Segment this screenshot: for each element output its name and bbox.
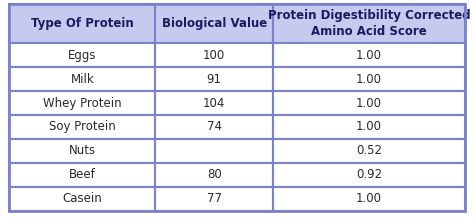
Text: 100: 100 [203, 49, 225, 62]
Bar [273, 163, 465, 187]
Bar [155, 91, 273, 115]
Text: 80: 80 [207, 168, 222, 181]
Text: 1.00: 1.00 [356, 120, 382, 134]
Text: Nuts: Nuts [69, 144, 96, 157]
Text: Milk: Milk [71, 73, 94, 86]
Text: 1.00: 1.00 [356, 49, 382, 62]
Bar [273, 43, 465, 67]
Bar [9, 163, 155, 187]
Bar [9, 67, 155, 91]
Text: 0.52: 0.52 [356, 144, 382, 157]
Text: 104: 104 [203, 97, 226, 110]
Text: Biological Value: Biological Value [162, 17, 267, 31]
Bar [273, 4, 465, 43]
Text: 77: 77 [207, 192, 222, 205]
Text: Beef: Beef [69, 168, 96, 181]
Bar [155, 115, 273, 139]
Text: Soy Protein: Soy Protein [49, 120, 116, 134]
Bar [9, 4, 155, 43]
Bar [155, 139, 273, 163]
Bar [273, 91, 465, 115]
Text: 74: 74 [207, 120, 222, 134]
Bar [9, 115, 155, 139]
Text: 0.92: 0.92 [356, 168, 382, 181]
Bar [273, 139, 465, 163]
Bar [273, 67, 465, 91]
Text: 1.00: 1.00 [356, 192, 382, 205]
Bar [9, 91, 155, 115]
Bar [273, 187, 465, 211]
Bar [273, 115, 465, 139]
Bar [9, 139, 155, 163]
Text: 91: 91 [207, 73, 222, 86]
Bar [9, 43, 155, 67]
Bar [155, 187, 273, 211]
Text: 1.00: 1.00 [356, 97, 382, 110]
Bar [155, 67, 273, 91]
Bar [155, 4, 273, 43]
Bar [155, 43, 273, 67]
Text: Protein Digestibility Corrected
Amino Acid Score: Protein Digestibility Corrected Amino Ac… [268, 9, 470, 39]
Text: 1.00: 1.00 [356, 73, 382, 86]
Bar [9, 187, 155, 211]
Text: Casein: Casein [63, 192, 102, 205]
Text: Whey Protein: Whey Protein [43, 97, 122, 110]
Text: Type Of Protein: Type Of Protein [31, 17, 134, 31]
Bar [155, 163, 273, 187]
Text: Eggs: Eggs [68, 49, 97, 62]
